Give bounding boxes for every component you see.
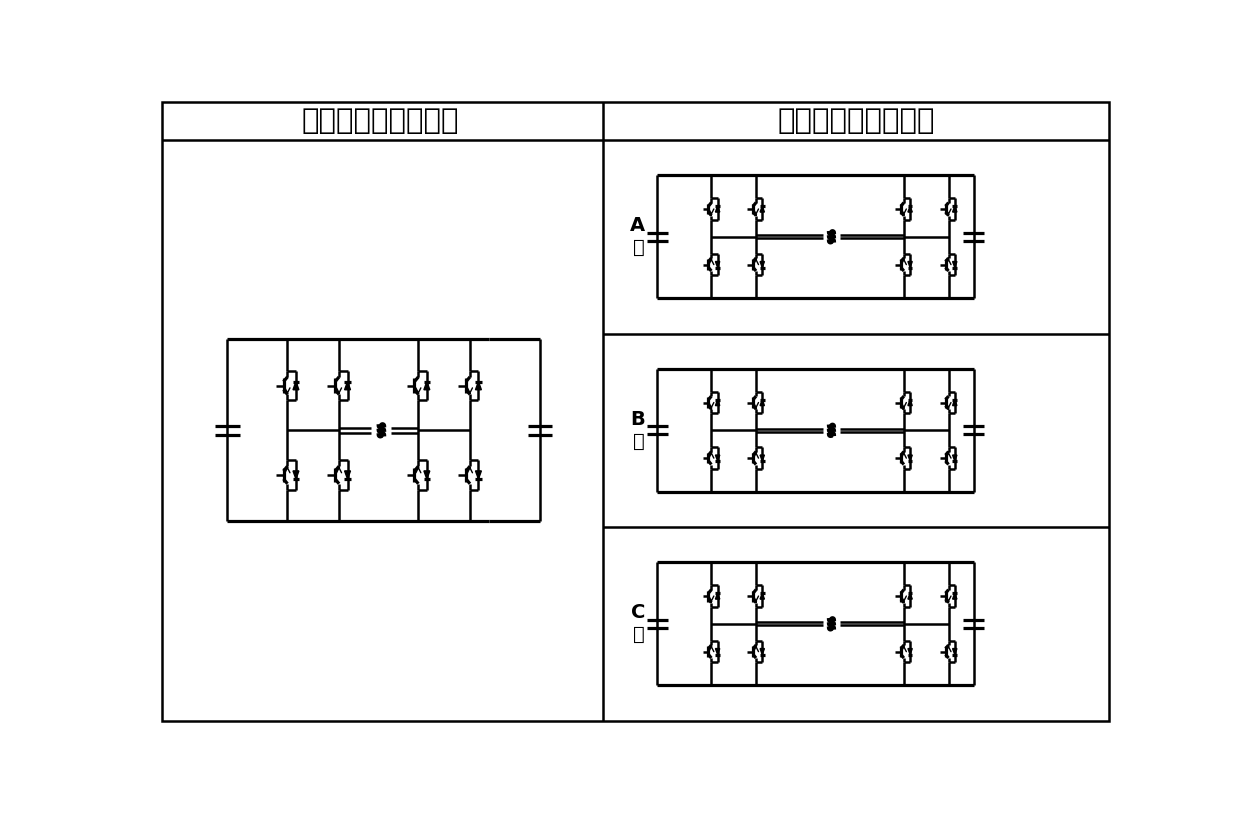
Polygon shape [424, 470, 430, 479]
Polygon shape [715, 400, 719, 405]
Text: 单相高频隔离变压器: 单相高频隔离变压器 [301, 107, 459, 135]
Polygon shape [952, 261, 957, 268]
Text: C
相: C 相 [631, 603, 645, 645]
Polygon shape [715, 455, 719, 461]
Polygon shape [760, 593, 764, 599]
Polygon shape [952, 455, 957, 461]
Polygon shape [715, 649, 719, 654]
Polygon shape [952, 206, 957, 212]
Polygon shape [760, 400, 764, 405]
Polygon shape [908, 593, 913, 599]
Polygon shape [760, 455, 764, 461]
Polygon shape [908, 400, 913, 405]
Polygon shape [760, 649, 764, 654]
Polygon shape [715, 593, 719, 599]
Text: B
相: B 相 [630, 409, 645, 451]
Polygon shape [908, 455, 913, 461]
Text: A
相: A 相 [630, 217, 645, 257]
Polygon shape [760, 261, 764, 268]
Polygon shape [908, 649, 913, 654]
Polygon shape [952, 593, 957, 599]
Polygon shape [424, 382, 430, 390]
Polygon shape [952, 400, 957, 405]
Polygon shape [293, 382, 299, 390]
Polygon shape [345, 382, 351, 390]
Polygon shape [475, 382, 481, 390]
Polygon shape [293, 470, 299, 479]
Text: 三相高频隔离变压器: 三相高频隔离变压器 [777, 107, 935, 135]
Polygon shape [952, 649, 957, 654]
Polygon shape [475, 470, 481, 479]
Polygon shape [908, 206, 913, 212]
Polygon shape [715, 261, 719, 268]
Polygon shape [715, 206, 719, 212]
Polygon shape [345, 470, 351, 479]
Polygon shape [908, 261, 913, 268]
Polygon shape [760, 206, 764, 212]
